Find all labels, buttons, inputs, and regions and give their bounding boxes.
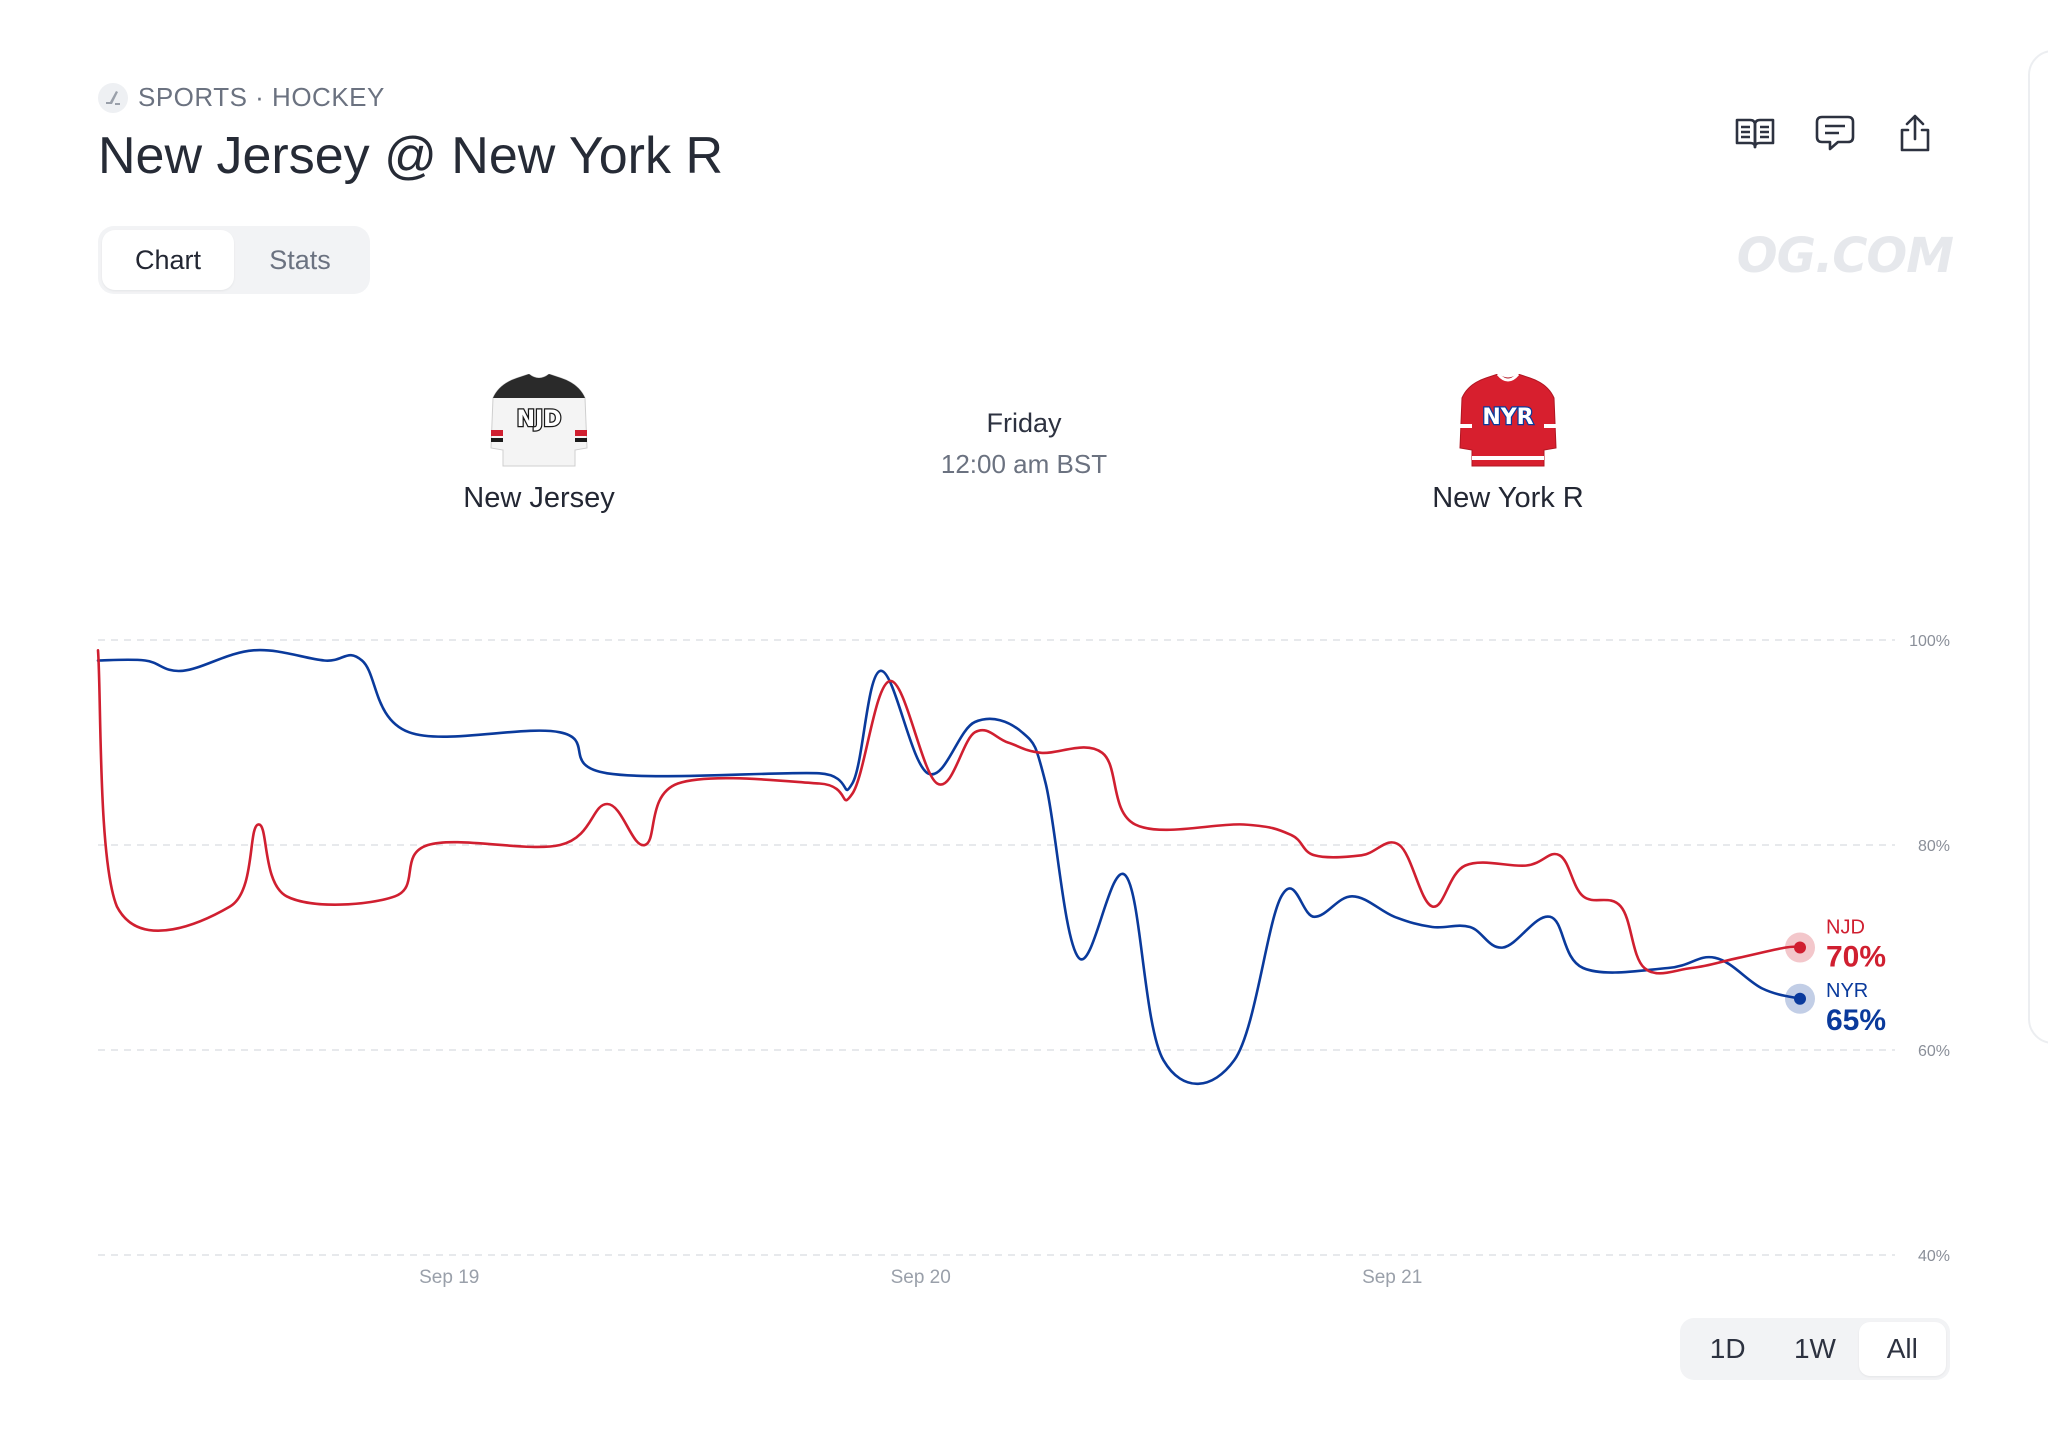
share-button[interactable] bbox=[1894, 114, 1936, 156]
njd-jersey-icon: NJD bbox=[490, 374, 588, 467]
y-tick-label: 40% bbox=[1918, 1248, 1950, 1265]
x-date-label: Sep 21 bbox=[1362, 1267, 1422, 1288]
series-line-nyr bbox=[96, 648, 1802, 1086]
x-date-label: Sep 19 bbox=[419, 1267, 479, 1288]
series-name-label: NJD bbox=[1826, 917, 1865, 939]
series-name-label: NYR bbox=[1826, 980, 1868, 1002]
header-actions bbox=[1734, 114, 1936, 156]
y-tick-label: 80% bbox=[1918, 838, 1950, 855]
rules-button[interactable] bbox=[1734, 114, 1776, 156]
y-tick-label: 60% bbox=[1918, 1043, 1950, 1060]
breadcrumb[interactable]: SPORTS · HOCKEY bbox=[98, 82, 385, 113]
end-marker-njd bbox=[1794, 941, 1806, 954]
watermark-logo: OG.COM bbox=[1736, 228, 1954, 284]
tab-stats[interactable]: Stats bbox=[269, 244, 331, 275]
range-selector: 1D 1W All bbox=[1680, 1318, 1950, 1380]
comments-button[interactable] bbox=[1814, 114, 1856, 156]
comment-icon bbox=[1814, 113, 1856, 158]
book-icon bbox=[1734, 115, 1776, 156]
team-home-name: New Jersey bbox=[463, 482, 615, 514]
share-icon bbox=[1897, 112, 1933, 159]
game-day: Friday bbox=[986, 408, 1062, 438]
series-line-njd bbox=[96, 649, 1802, 975]
range-1w-button[interactable]: 1W bbox=[1793, 1333, 1836, 1364]
team-away[interactable]: NYR New York R bbox=[1358, 374, 1658, 515]
y-tick-label: 100% bbox=[1909, 633, 1950, 650]
game-time: Friday 12:00 am BST bbox=[874, 408, 1174, 480]
end-marker-nyr bbox=[1794, 992, 1806, 1005]
x-date-label: Sep 20 bbox=[891, 1267, 951, 1288]
team-away-name: New York R bbox=[1432, 482, 1584, 514]
range-all-button[interactable]: All bbox=[1858, 1322, 1946, 1376]
hockey-icon bbox=[98, 82, 128, 113]
page-title: New Jersey @ New York R bbox=[98, 127, 723, 185]
series-value-label: 65% bbox=[1826, 1004, 1886, 1037]
nyr-jersey-icon: NYR bbox=[1459, 374, 1557, 467]
range-1d-button[interactable]: 1D bbox=[1709, 1333, 1746, 1364]
tab-chart[interactable]: Chart bbox=[102, 230, 234, 290]
svg-text:NYR: NYR bbox=[1482, 405, 1533, 430]
svg-text:NJD: NJD bbox=[517, 407, 562, 432]
series-value-label: 70% bbox=[1826, 941, 1886, 974]
game-hour: 12:00 am BST bbox=[940, 449, 1108, 479]
team-home[interactable]: NJD New Jersey bbox=[389, 374, 689, 515]
view-tabs: Chart Stats bbox=[98, 226, 370, 294]
breadcrumb-text: SPORTS · HOCKEY bbox=[138, 82, 385, 112]
side-panel-edge[interactable] bbox=[2028, 50, 2048, 1044]
